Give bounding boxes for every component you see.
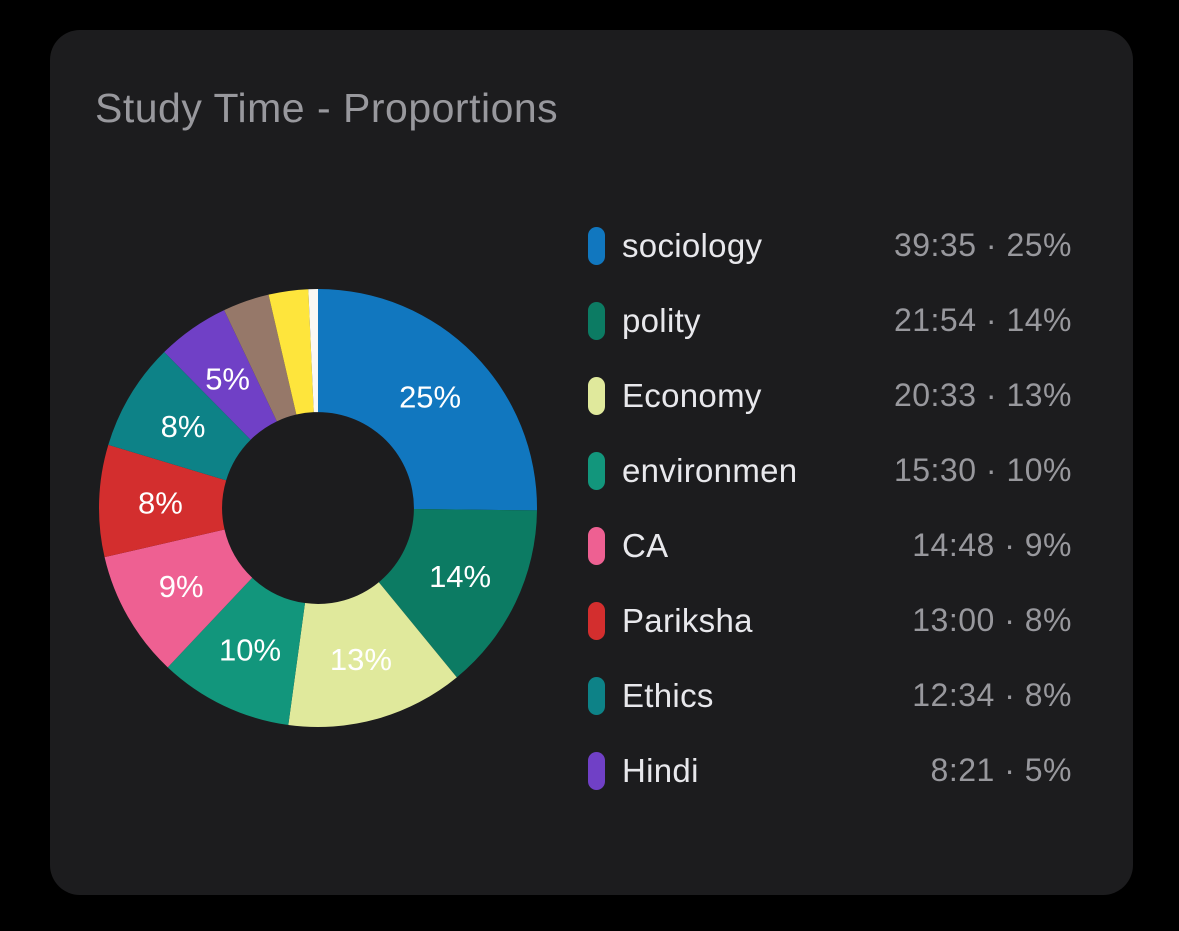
pie-slice-polity[interactable] <box>378 509 537 678</box>
legend-value: 39:35 · 25% <box>893 227 1072 263</box>
pie-slice-sociology[interactable] <box>318 289 538 511</box>
legend-value: 14:48 · 9% <box>912 527 1072 563</box>
pie-slice-CA[interactable] <box>104 529 253 668</box>
legend-item-Ethics[interactable]: Ethics 12:34 · 8% <box>588 658 1072 733</box>
legend-value: 12:34 · 8% <box>912 677 1072 713</box>
donut-chart: 25% 14% 13% 10% 9% 8% 8% 5% <box>98 288 538 728</box>
legend-swatch-icon <box>588 526 605 565</box>
legend-swatch-icon <box>588 676 605 715</box>
legend-value: 15:30 · 10% <box>893 452 1072 488</box>
legend-label: Pariksha <box>622 601 753 639</box>
legend-swatch-icon <box>588 376 605 415</box>
slice-percent-label: 8% <box>161 409 206 444</box>
pie-slice-Economy[interactable] <box>288 582 457 728</box>
legend-item-environmen[interactable]: environmen 15:30 · 10% <box>588 433 1072 508</box>
legend-label: polity <box>622 301 701 339</box>
slice-percent-label: 25% <box>399 380 461 415</box>
legend-item-sociology[interactable]: sociology 39:35 · 25% <box>588 208 1072 283</box>
slice-percent-label: 8% <box>138 485 183 520</box>
legend-swatch-icon <box>588 451 605 490</box>
chart-card: Study Time - Proportions 25% 14% 13% 10% 9% 8… <box>50 30 1133 895</box>
pie-slice-Pariksha[interactable] <box>98 444 227 558</box>
pie-slice-Hindi[interactable] <box>164 310 277 440</box>
legend-label: CA <box>622 526 669 564</box>
legend-value: 8:21 · 5% <box>930 752 1072 788</box>
chart-title: Study Time - Proportions <box>95 85 559 131</box>
legend-swatch-icon <box>588 301 605 340</box>
legend-swatch-icon <box>588 226 605 265</box>
legend-label: environmen <box>622 451 798 489</box>
legend-swatch-icon <box>588 601 605 640</box>
pie-slice-unlabeled-9[interactable] <box>268 289 314 415</box>
legend-value: 13:00 · 8% <box>912 602 1072 638</box>
chart-legend: sociology 39:35 · 25% polity 21:54 · 14% Eco… <box>588 208 1072 808</box>
legend-item-CA[interactable]: CA 14:48 · 9% <box>588 508 1072 583</box>
legend-item-Pariksha[interactable]: Pariksha 13:00 · 8% <box>588 583 1072 658</box>
slice-percent-label: 10% <box>219 633 281 668</box>
legend-label: Ethics <box>622 676 714 714</box>
pie-slice-unlabeled-10[interactable] <box>308 288 318 413</box>
legend-item-Economy[interactable]: Economy 20:33 · 13% <box>588 358 1072 433</box>
legend-item-polity[interactable]: polity 21:54 · 14% <box>588 283 1072 358</box>
pie-slice-Ethics[interactable] <box>108 352 251 481</box>
slice-percent-label: 9% <box>159 569 204 604</box>
legend-label: Hindi <box>622 751 699 789</box>
legend-swatch-icon <box>588 751 605 790</box>
slice-percent-label: 5% <box>205 361 250 396</box>
pie-slice-environmen[interactable] <box>167 577 305 725</box>
legend-value: 21:54 · 14% <box>893 302 1072 338</box>
legend-value: 20:33 · 13% <box>893 377 1072 413</box>
legend-label: sociology <box>622 226 763 264</box>
slice-percent-label: 13% <box>330 642 392 677</box>
legend-item-Hindi[interactable]: Hindi 8:21 · 5% <box>588 733 1072 808</box>
pie-slice-unlabeled-8[interactable] <box>224 294 297 422</box>
slice-percent-label: 14% <box>429 559 491 594</box>
legend-label: Economy <box>622 376 762 414</box>
